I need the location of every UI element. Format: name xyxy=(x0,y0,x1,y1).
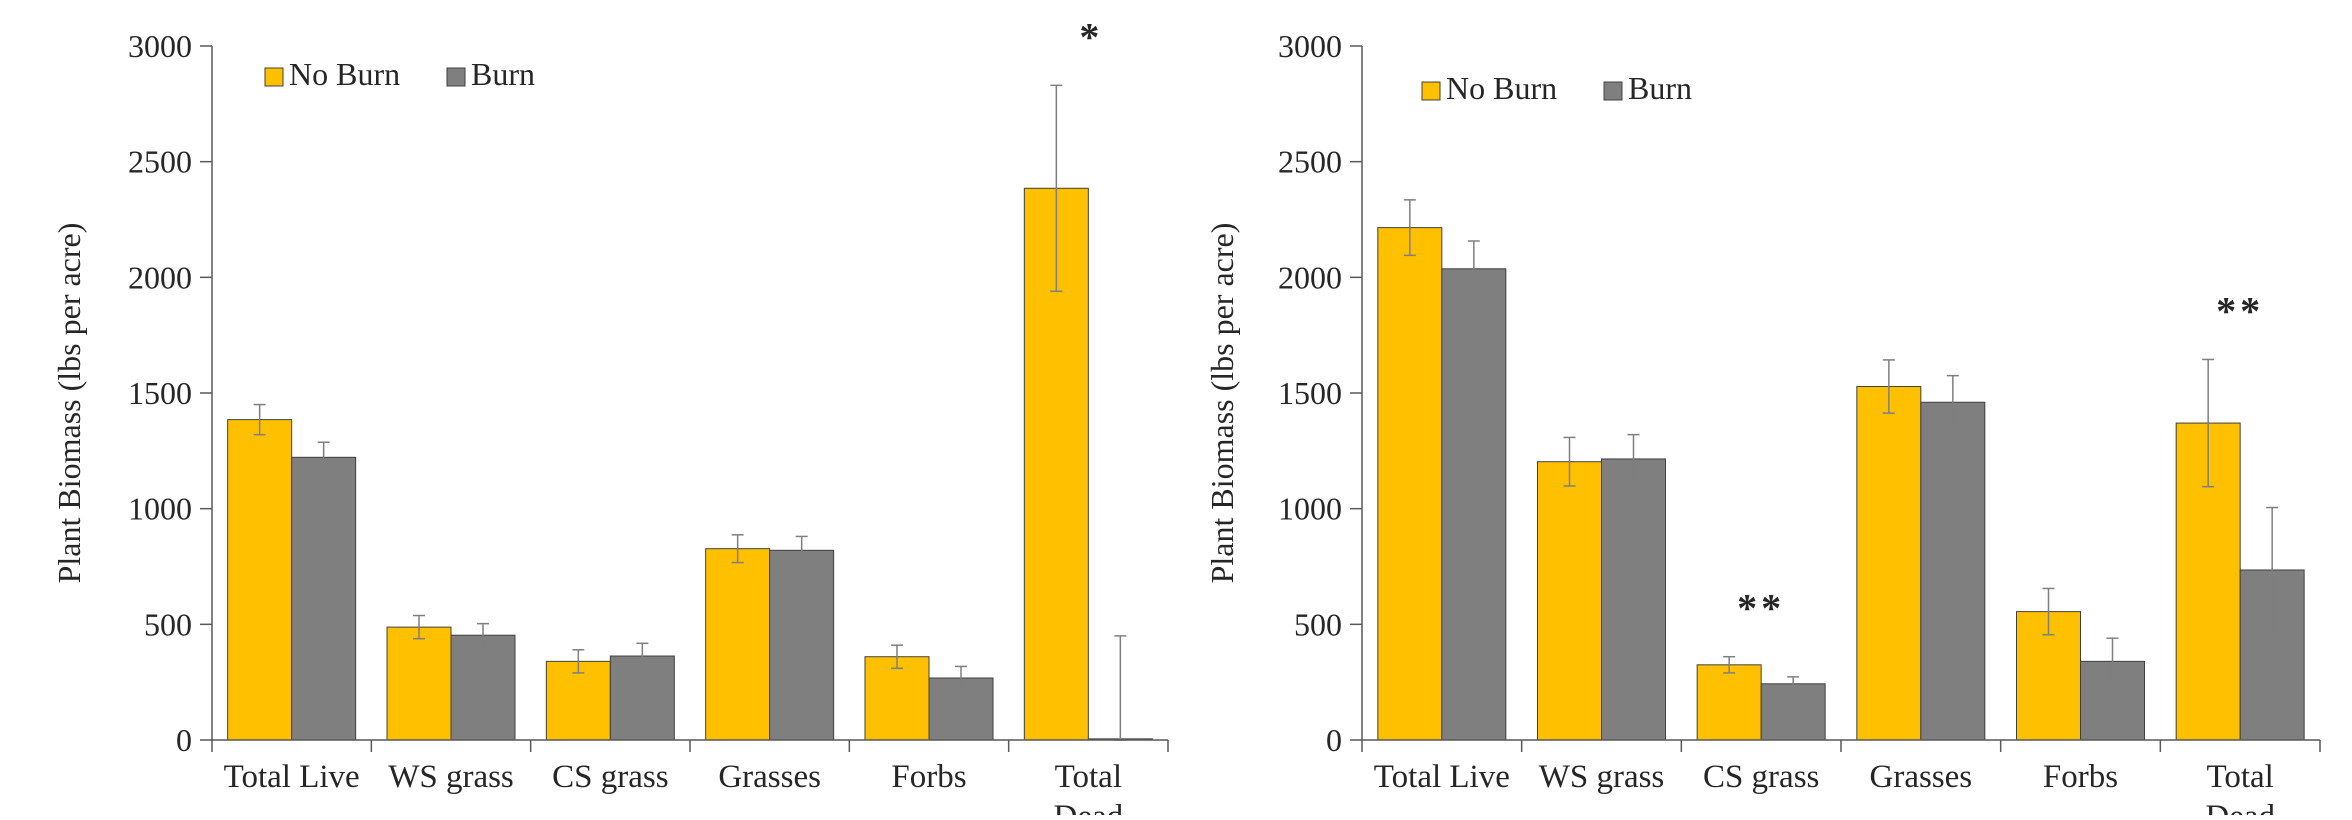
y-tick-label: 2000 xyxy=(128,259,192,295)
legend-label-burn: Burn xyxy=(1628,70,1692,106)
x-tick-label: Grasses xyxy=(1870,759,1973,795)
x-tick-label: CS grass xyxy=(552,759,668,795)
y-tick-label: 2500 xyxy=(1278,144,1342,180)
legend-label-no-burn: No Burn xyxy=(289,56,400,92)
bar-burn xyxy=(769,549,835,741)
y-tick-label: 500 xyxy=(1294,606,1342,642)
legend-label-burn: Burn xyxy=(471,56,535,92)
x-tick-label: Total Dead xyxy=(1054,759,1124,815)
bar-no-burn xyxy=(386,626,452,741)
legend-swatch-burn xyxy=(1603,81,1623,101)
y-tick-label: 0 xyxy=(176,722,192,758)
significance-marker: ** xyxy=(1737,586,1785,631)
y-tick-label: 1000 xyxy=(1278,491,1342,527)
y-axis-title: Plant Biomass (lbs per acre) xyxy=(51,223,87,584)
x-tick-label-line: Total xyxy=(1055,759,1122,795)
bar-no-burn xyxy=(1377,227,1443,741)
bar-burn xyxy=(609,655,675,741)
chart-panel-2: 0 500 1000 1500 2000 2500 3000 Plant Biomass (l… xyxy=(1204,28,2321,820)
y-tick-label: 0 xyxy=(1326,722,1342,758)
bar-no-burn xyxy=(1856,386,1922,741)
x-tick-label: Total Live xyxy=(1374,759,1510,795)
bar-burn xyxy=(1760,683,1826,741)
x-tick-label: Grasses xyxy=(718,759,821,795)
x-tick-label: CS grass xyxy=(1703,759,1819,795)
y-tick-label: 500 xyxy=(144,606,192,642)
y-tick-label: 2500 xyxy=(128,144,192,180)
y-tick-label: 2000 xyxy=(1278,259,1342,295)
bar-no-burn xyxy=(227,419,293,741)
x-tick-label: WS grass xyxy=(1539,759,1665,795)
legend-swatch-burn xyxy=(446,67,466,87)
x-tick-label: Forbs xyxy=(891,759,966,795)
y-tick-label: 1500 xyxy=(1278,375,1342,411)
x-tick-label-line: Dead xyxy=(2205,799,2275,815)
x-tick-label: Total Dead xyxy=(2205,759,2275,815)
bar-burn xyxy=(1441,268,1507,741)
legend-label-no-burn: No Burn xyxy=(1446,70,1557,106)
bar-no-burn xyxy=(864,656,930,741)
bar-burn xyxy=(1920,401,1986,741)
chart-panel-1: 0 500 1000 1500 2000 2500 3000 Plant Biomass (l… xyxy=(51,14,1169,820)
bar-burn xyxy=(450,634,516,741)
y-tick-label: 3000 xyxy=(1278,28,1342,64)
y-tick-label: 1000 xyxy=(128,491,192,527)
x-tick-label: WS grass xyxy=(388,759,514,795)
significance-marker: * xyxy=(1079,14,1103,59)
bar-burn xyxy=(1601,458,1666,741)
legend-swatch-no-burn xyxy=(1421,81,1441,101)
x-tick-label-line: Dead xyxy=(1054,799,1124,815)
bar-burn xyxy=(291,456,357,741)
legend-swatch-no-burn xyxy=(264,67,284,87)
bar-no-burn xyxy=(545,660,611,741)
bar-no-burn xyxy=(1696,664,1762,741)
bar-no-burn xyxy=(705,548,771,741)
x-tick-label: Forbs xyxy=(2043,759,2118,795)
y-tick-label: 1500 xyxy=(128,375,192,411)
y-axis-title: Plant Biomass (lbs per acre) xyxy=(1204,223,1240,584)
x-tick-label-line: Total xyxy=(2206,759,2273,795)
y-tick-label: 3000 xyxy=(128,28,192,64)
bar-no-burn xyxy=(1537,461,1602,741)
significance-marker: ** xyxy=(2216,288,2264,333)
x-tick-label: Total Live xyxy=(224,759,360,795)
